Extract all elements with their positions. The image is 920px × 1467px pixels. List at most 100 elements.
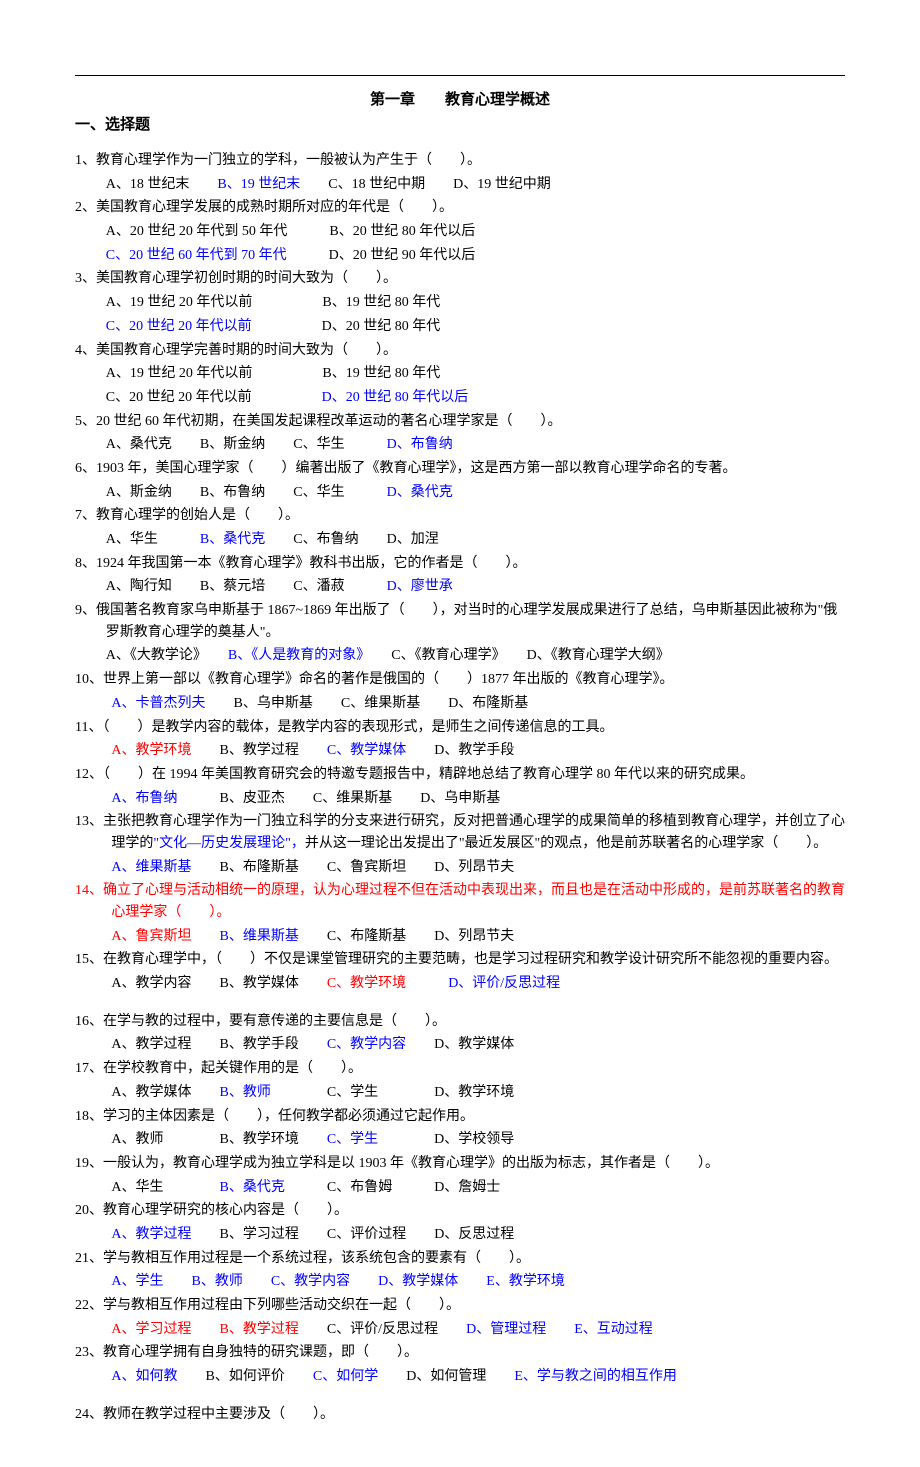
stem-text: 教育心理学作为一门独立的学科，一般被认为产生于（ ）。	[96, 153, 481, 168]
stem-text: 美国教育心理学发展的成熟时期所对应的年代是（ ）。	[96, 200, 453, 215]
option-text: A、19 世纪 20 年代以前 B、19 世纪 80 年代	[106, 295, 440, 310]
option-text: D、20 世纪 80 年代以后	[322, 390, 469, 405]
option-text: B、教师	[220, 1085, 271, 1100]
option-line: A、陶行知 B、蔡元培 C、潘菽 D、廖世承	[75, 576, 845, 598]
question-number: 6、	[75, 461, 96, 476]
option-text: E、学与教之间的相互作用	[514, 1369, 677, 1384]
option-text: A、陶行知 B、蔡元培 C、潘菽	[106, 579, 387, 594]
question-stem: 9、俄国著名教育家乌申斯基于 1867~1869 年出版了（ ），对当时的心理学…	[75, 600, 845, 643]
option-text: A、教学媒体	[111, 1085, 219, 1100]
section-title: 一、选择题	[75, 113, 845, 134]
option-text: D、学校领导	[378, 1132, 514, 1147]
option-line: A、学生 B、教师 C、教学内容 D、教学媒体 E、教学环境	[75, 1271, 845, 1293]
question-number: 9、	[75, 603, 96, 618]
question-stem: 8、1924 年我国第一本《教育心理学》教科书出版，它的作者是（ ）。	[75, 553, 845, 575]
option-text	[406, 976, 448, 991]
option-text: A、布鲁纳	[111, 791, 177, 806]
stem-text: 学与教相互作用过程由下列哪些活动交织在一起（ ）。	[103, 1298, 460, 1313]
question-number: 10、	[75, 672, 103, 687]
option-line: A、教学环境 B、教学过程 C、教学媒体 D、教学手段	[75, 740, 845, 762]
option-text: B、如何评价	[178, 1369, 313, 1384]
stem-text: 在学与教的过程中，要有意传递的主要信息是（ ）。	[103, 1014, 446, 1029]
option-text: B、乌申斯基 C、维果斯基 D、布隆斯基	[206, 696, 529, 711]
option-line: A、维果斯基 B、布隆斯基 C、鲁宾斯坦 D、列昂节夫	[75, 857, 845, 879]
option-line: A、《大教学论》 B、《人是教育的对象》 C、《教育心理学》 D、《教育心理学大…	[75, 645, 845, 667]
option-line: A、教师 B、教学环境 C、学生 D、学校领导	[75, 1129, 845, 1151]
stem-text: 教育心理学的创始人是（ ）。	[96, 508, 299, 523]
option-text: C、学生 D、教学环境	[271, 1085, 514, 1100]
question-list: 1、教育心理学作为一门独立的学科，一般被认为产生于（ ）。A、18 世纪末 B、…	[75, 150, 845, 1425]
option-text: C、教学内容	[327, 1037, 406, 1052]
option-line: A、布鲁纳 B、皮亚杰 C、维果斯基 D、乌申斯基	[75, 788, 845, 810]
option-line: A、18 世纪末 B、19 世纪末 C、18 世纪中期 D、19 世纪中期	[75, 174, 845, 196]
question-stem: 24、教师在教学过程中主要涉及（ ）。	[75, 1404, 845, 1426]
option-line: A、教学过程 B、教学手段 C、教学内容 D、教学媒体	[75, 1034, 845, 1056]
question-stem: 13、主张把教育心理学作为一门独立科学的分支来进行研究，反对把普通心理学的成果简…	[75, 811, 845, 854]
question-number: 16、	[75, 1014, 103, 1029]
stem-text: 美国教育心理学初创时期的时间大致为（ ）。	[96, 271, 397, 286]
question-stem: 12、（ ）在 1994 年美国教育研究会的特邀专题报告中，精辟地总结了教育心理…	[75, 764, 845, 786]
question-number: 4、	[75, 343, 96, 358]
question-number: 19、	[75, 1156, 103, 1171]
option-text: D、评价/反思过程	[448, 976, 560, 991]
option-text: C、评价/反思过程	[299, 1322, 466, 1337]
option-text: A、桑代克 B、斯金纳 C、华生	[106, 437, 387, 452]
stem-text: 学习的主体因素是（ ），任何教学都必须通过它起作用。	[103, 1109, 474, 1124]
question-number: 21、	[75, 1251, 103, 1266]
stem-text: 1903 年，美国心理学家（ ）编著出版了《教育心理学》，这是西方第一部以教育心…	[96, 461, 737, 476]
stem-text: "文化—历史发展理论"，	[153, 836, 304, 851]
option-text: C、20 世纪 60 年代到 70 年代	[106, 248, 287, 263]
option-text: D、管理过程 E、互动过程	[466, 1322, 653, 1337]
option-line: C、20 世纪 20 年代以前 D、20 世纪 80 年代以后	[75, 387, 845, 409]
question-stem: 20、教育心理学研究的核心内容是（ ）。	[75, 1200, 845, 1222]
option-line: A、19 世纪 20 年代以前 B、19 世纪 80 年代	[75, 292, 845, 314]
option-text: C、《教育心理学》 D、《教育心理学大纲》	[363, 648, 669, 663]
option-text: A、《大教学论》	[106, 648, 228, 663]
option-text: B、皮亚杰 C、维果斯基 D、乌申斯基	[178, 791, 501, 806]
option-text: D、20 世纪 90 年代以后	[287, 248, 476, 263]
stem-text: 学与教相互作用过程是一个系统过程，该系统包含的要素有（ ）。	[103, 1251, 530, 1266]
option-line: A、斯金纳 B、布鲁纳 C、华生 D、桑代克	[75, 482, 845, 504]
question-number: 14、	[75, 883, 103, 898]
question-number: 17、	[75, 1061, 103, 1076]
option-text: A、教师 B、教学环境	[111, 1132, 326, 1147]
option-text: A、维果斯基	[111, 860, 191, 875]
question-number: 15、	[75, 952, 103, 967]
option-text: A、18 世纪末	[106, 177, 218, 192]
option-text	[192, 929, 220, 944]
question-number: 23、	[75, 1345, 103, 1360]
option-text: C、20 世纪 20 年代以前	[106, 390, 322, 405]
option-text: A、卡普杰列夫	[111, 696, 205, 711]
stem-text: （ ）在 1994 年美国教育研究会的特邀专题报告中，精辟地总结了教育心理学 8…	[103, 767, 754, 782]
option-text: C、20 世纪 20 年代以前	[106, 319, 252, 334]
question-stem: 14、确立了心理与活动相统一的原理，认为心理过程不但在活动中表现出来，而且也是在…	[75, 880, 845, 923]
option-text: C、教学环境	[327, 976, 406, 991]
option-text: C、布隆斯基 D、列昂节夫	[299, 929, 514, 944]
option-text: D、布鲁纳	[387, 437, 453, 452]
stem-text: 确立了心理与活动相统一的原理，认为心理过程不但在活动中表现出来，而且也是在活动中…	[103, 883, 845, 920]
question-stem: 15、在教育心理学中，（ ）不仅是课堂管理研究的主要范畴，也是学习过程研究和教学…	[75, 949, 845, 971]
chapter-title: 第一章 教育心理学概述	[75, 88, 845, 109]
stem-text: 在教育心理学中，（ ）不仅是课堂管理研究的主要范畴，也是学习过程研究和教学设计研…	[103, 952, 838, 967]
question-stem: 10、世界上第一部以《教育心理学》命名的著作是俄国的（ ）1877 年出版的《教…	[75, 669, 845, 691]
question-number: 5、	[75, 414, 96, 429]
question-number: 24、	[75, 1407, 103, 1422]
option-line: A、19 世纪 20 年代以前 B、19 世纪 80 年代	[75, 363, 845, 385]
option-text: D、教学手段	[406, 743, 514, 758]
question-number: 12、	[75, 767, 103, 782]
option-text: A、华生	[106, 532, 200, 547]
question-number: 20、	[75, 1203, 103, 1218]
option-line: A、卡普杰列夫 B、乌申斯基 C、维果斯基 D、布隆斯基	[75, 693, 845, 715]
question-stem: 16、在学与教的过程中，要有意传递的主要信息是（ ）。	[75, 1011, 845, 1033]
stem-text: 20 世纪 60 年代初期，在美国发起课程改革运动的著名心理学家是（ ）。	[96, 414, 562, 429]
stem-text: 美国教育心理学完善时期的时间大致为（ ）。	[96, 343, 397, 358]
option-text: B、维果斯基	[220, 929, 299, 944]
question-number: 11、	[75, 720, 102, 735]
option-line: A、教学过程 B、学习过程 C、评价过程 D、反思过程	[75, 1224, 845, 1246]
stem-text: 俄国著名教育家乌申斯基于 1867~1869 年出版了（ ），对当时的心理学发展…	[96, 603, 837, 640]
option-text: A、斯金纳 B、布鲁纳 C、华生	[106, 485, 387, 500]
question-stem: 19、一般认为，教育心理学成为独立学科是以 1903 年《教育心理学》的出版为标…	[75, 1153, 845, 1175]
option-line: A、华生 B、桑代克 C、布鲁纳 D、加涅	[75, 529, 845, 551]
option-line: A、华生 B、桑代克 C、布鲁姆 D、詹姆士	[75, 1177, 845, 1199]
option-text: D、如何管理	[378, 1369, 514, 1384]
